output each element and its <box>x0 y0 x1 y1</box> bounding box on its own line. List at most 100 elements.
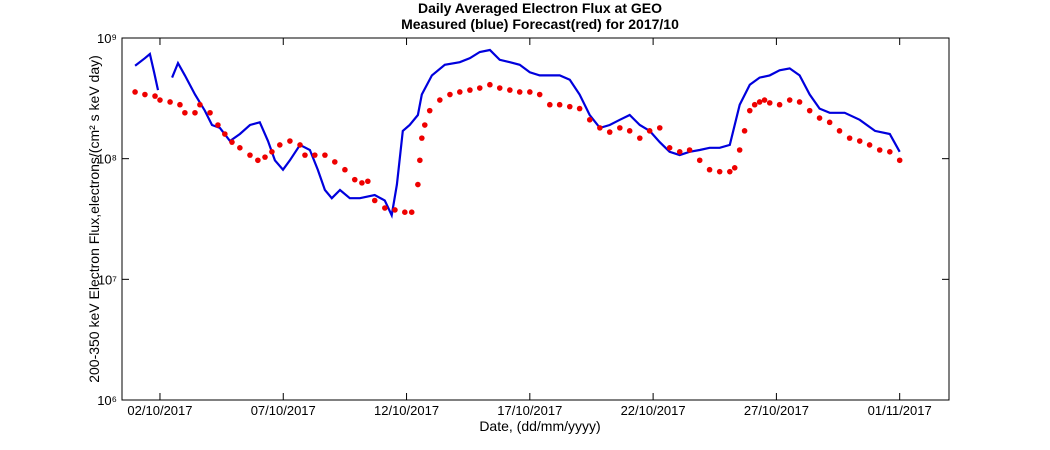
forecast-dot <box>666 145 673 151</box>
forecast-dot <box>496 85 503 91</box>
forecast-dot <box>617 125 623 131</box>
forecast-dot <box>646 128 653 134</box>
forecast-dot <box>547 101 553 108</box>
y-axis-label: 200-350 keV Electron Flux,electrons/(cm²… <box>86 55 102 383</box>
forecast-dot <box>269 149 275 155</box>
y-tick-label: 10⁹ <box>97 31 117 46</box>
chart-subtitle: Measured (blue) Forecast(red) for 2017/1… <box>401 16 679 32</box>
x-axis-label: Date, (dd/mm/yyyy) <box>479 418 600 434</box>
forecast-dot <box>706 166 713 173</box>
forecast-dot <box>856 138 863 144</box>
forecast-dot <box>177 101 183 108</box>
forecast-dot <box>402 209 408 216</box>
forecast-dot <box>421 122 428 128</box>
y-tick-label: 10⁸ <box>97 152 117 167</box>
forecast-dot <box>866 142 873 148</box>
forecast-dot <box>846 135 853 141</box>
x-tick-label: 07/10/2017 <box>251 403 316 418</box>
forecast-dot <box>806 107 813 114</box>
x-tick-label: 02/10/2017 <box>127 403 192 418</box>
forecast-dot <box>222 131 228 137</box>
forecast-dot <box>576 105 583 112</box>
forecast-dot <box>287 138 293 144</box>
forecast-dot <box>626 128 633 134</box>
y-tick-label: 10⁶ <box>97 393 117 408</box>
forecast-dot <box>716 168 723 175</box>
forecast-dot <box>476 85 483 91</box>
forecast-dot <box>182 109 188 116</box>
forecast-dot <box>262 154 268 160</box>
forecast-dot <box>786 97 793 103</box>
forecast-dot <box>467 87 473 93</box>
measured-line <box>134 48 901 219</box>
forecast-dot <box>197 101 203 108</box>
forecast-dot <box>731 165 738 171</box>
forecast-dot <box>527 89 533 95</box>
forecast-dot <box>606 129 613 135</box>
forecast-dot <box>887 149 893 155</box>
forecast-dot <box>776 101 783 108</box>
forecast-dot <box>415 181 421 188</box>
forecast-dot <box>331 159 338 165</box>
forecast-dot <box>516 89 523 95</box>
forecast-dot <box>597 125 603 131</box>
forecast-dot <box>229 139 235 145</box>
x-tick-label: 17/10/2017 <box>497 403 562 418</box>
forecast-dot <box>536 91 543 98</box>
forecast-dot <box>157 97 163 103</box>
forecast-dot <box>167 99 173 105</box>
forecast-dot <box>247 152 253 158</box>
forecast-dot <box>207 109 213 116</box>
forecast-dot <box>487 81 493 88</box>
chart-title: Daily Averaged Electron Flux at GEO <box>418 0 662 16</box>
forecast-dot <box>437 97 443 103</box>
forecast-dot <box>392 207 398 213</box>
forecast-dot <box>876 147 883 153</box>
forecast-dot <box>686 147 693 153</box>
x-tick-label: 27/10/2017 <box>744 403 809 418</box>
forecast-dot <box>351 176 358 183</box>
forecast-dot <box>796 99 803 105</box>
forecast-dot <box>676 149 683 155</box>
forecast-dot <box>152 93 158 99</box>
x-tick-label: 01/11/2017 <box>868 403 932 418</box>
forecast-dot <box>255 157 261 164</box>
plot-frame <box>121 37 950 401</box>
forecast-dot <box>417 157 423 164</box>
forecast-dot <box>132 89 138 95</box>
y-tick-label: 10⁷ <box>98 272 117 287</box>
forecast-dot <box>426 107 433 114</box>
forecast-dot <box>192 109 198 116</box>
forecast-dot <box>816 115 823 121</box>
forecast-dot <box>726 168 733 175</box>
forecast-dot <box>365 178 371 185</box>
forecast-dot <box>826 119 833 126</box>
forecast-dot <box>766 100 773 106</box>
x-tick-label: 22/10/2017 <box>621 403 686 418</box>
forecast-dot <box>741 128 748 134</box>
forecast-dot <box>215 122 221 128</box>
forecast-dot <box>736 147 743 153</box>
forecast-dot <box>359 180 365 186</box>
forecast-dot <box>836 128 843 134</box>
forecast-dot <box>447 91 453 98</box>
forecast-dot <box>566 103 573 110</box>
x-tick-label: 12/10/2017 <box>374 403 439 418</box>
forecast-dot <box>586 116 593 123</box>
forecast-dot <box>297 142 303 148</box>
forecast-dot <box>371 197 378 204</box>
forecast-dot <box>756 99 763 105</box>
forecast-dot <box>302 152 308 158</box>
forecast-dot <box>507 87 513 93</box>
forecast-dot <box>761 97 768 103</box>
forecast-dot <box>312 152 318 158</box>
forecast-dot <box>408 209 415 216</box>
forecast-dot <box>751 101 758 108</box>
forecast-dot <box>457 89 463 95</box>
forecast-dot <box>746 107 753 114</box>
forecast-dot <box>896 157 903 164</box>
forecast-dot <box>277 142 283 148</box>
forecast-dot <box>556 101 563 108</box>
forecast-dot <box>142 91 148 98</box>
